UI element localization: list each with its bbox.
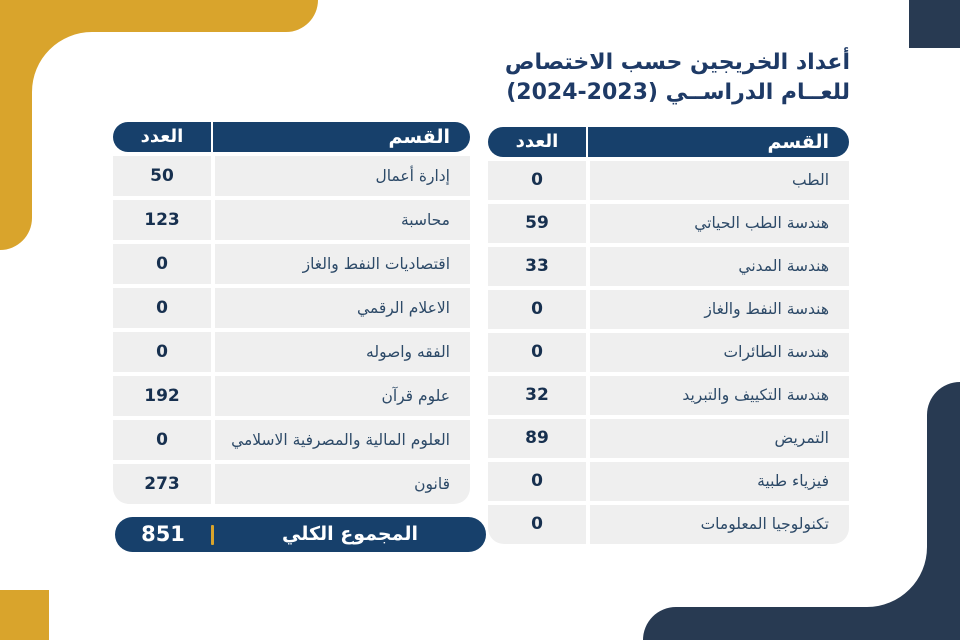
row-count: 273 [113, 464, 211, 504]
row-department: هندسة التكييف والتبريد [590, 376, 849, 415]
row-count: 0 [113, 288, 211, 328]
row-count: 0 [113, 244, 211, 284]
grand-total-value: 851 [141, 522, 185, 546]
row-count: 50 [113, 156, 211, 196]
row-count: 0 [488, 462, 586, 501]
table-row: 33 هندسة المدني [488, 247, 849, 286]
table-row: 32 هندسة التكييف والتبريد [488, 376, 849, 415]
table-row: 0 هندسة الطائرات [488, 333, 849, 372]
row-count: 123 [113, 200, 211, 240]
page-title: أعداد الخريجين حسب الاختصاص للعــام الدر… [505, 48, 850, 108]
gold-square-bottom-left [0, 590, 49, 640]
table-row: 0 هندسة النفط والغاز [488, 290, 849, 329]
table-row: 59 هندسة الطب الحياتي [488, 204, 849, 243]
row-count: 0 [113, 332, 211, 372]
table-row: 0 اقتصاديات النفط والغاز [113, 244, 470, 284]
grand-total-label: المجموع الكلي [282, 523, 418, 545]
table-row: 0 الفقه واصوله [113, 332, 470, 372]
table-row: 0 الطب [488, 161, 849, 200]
header-department-label: القسم [213, 122, 470, 152]
row-department: علوم قرآن [215, 376, 470, 416]
title-line-1: أعداد الخريجين حسب الاختصاص [504, 50, 850, 75]
header-count-label: العدد [488, 127, 586, 157]
row-count: 192 [113, 376, 211, 416]
departments-table-left: العدد القسم 50 إدارة أعمال 123 محاسبة 0 اقتصا… [113, 122, 470, 504]
navy-corner-ornament-bottom-right [643, 382, 960, 640]
row-count: 0 [488, 333, 586, 372]
row-count: 33 [488, 247, 586, 286]
table-row: 192 علوم قرآن [113, 376, 470, 416]
row-department: هندسة الطب الحياتي [590, 204, 849, 243]
row-department: محاسبة [215, 200, 470, 240]
header-department-label: القسم [588, 127, 849, 157]
table-row: 0 تكنولوجيا المعلومات [488, 505, 849, 544]
row-department: اقتصاديات النفط والغاز [215, 244, 470, 284]
navy-square-top-right [909, 0, 960, 48]
table-row: 50 إدارة أعمال [113, 156, 470, 196]
row-department: تكنولوجيا المعلومات [590, 505, 849, 544]
table-body: 50 إدارة أعمال 123 محاسبة 0 اقتصاديات النفط و… [113, 156, 470, 504]
table-row: 0 الاعلام الرقمي [113, 288, 470, 328]
row-department: الاعلام الرقمي [215, 288, 470, 328]
row-department: التمريض [590, 419, 849, 458]
table-header: العدد القسم [113, 122, 470, 152]
table-header: العدد القسم [488, 127, 849, 157]
row-count: 32 [488, 376, 586, 415]
row-department: هندسة المدني [590, 247, 849, 286]
row-department: العلوم المالية والمصرفية الاسلامي [215, 420, 470, 460]
row-count: 89 [488, 419, 586, 458]
table-row: 0 العلوم المالية والمصرفية الاسلامي [113, 420, 470, 460]
header-column-divider [586, 127, 588, 157]
row-count: 59 [488, 204, 586, 243]
grand-total-divider [211, 524, 214, 545]
row-count: 0 [488, 290, 586, 329]
table-row: 0 فيزياء طبية [488, 462, 849, 501]
table-body: 0 الطب 59 هندسة الطب الحياتي 33 هندسة المدني 0… [488, 161, 849, 544]
table-row: 273 قانون [113, 464, 470, 504]
row-department: فيزياء طبية [590, 462, 849, 501]
row-department: الطب [590, 161, 849, 200]
row-count: 0 [488, 505, 586, 544]
header-column-divider [211, 122, 213, 152]
table-row: 123 محاسبة [113, 200, 470, 240]
row-department: إدارة أعمال [215, 156, 470, 196]
table-row: 89 التمريض [488, 419, 849, 458]
row-department: هندسة الطائرات [590, 333, 849, 372]
grand-total-bar: 851 المجموع الكلي [115, 517, 486, 552]
row-department: الفقه واصوله [215, 332, 470, 372]
row-count: 0 [488, 161, 586, 200]
header-count-label: العدد [113, 122, 211, 152]
row-department: هندسة النفط والغاز [590, 290, 849, 329]
row-count: 0 [113, 420, 211, 460]
title-line-2: للعــام الدراســي (2023-2024) [506, 80, 850, 105]
row-department: قانون [215, 464, 470, 504]
gold-corner-ornament-top-left [0, 0, 318, 250]
departments-table-right: العدد القسم 0 الطب 59 هندسة الطب الحياتي 33 ه… [488, 127, 849, 544]
